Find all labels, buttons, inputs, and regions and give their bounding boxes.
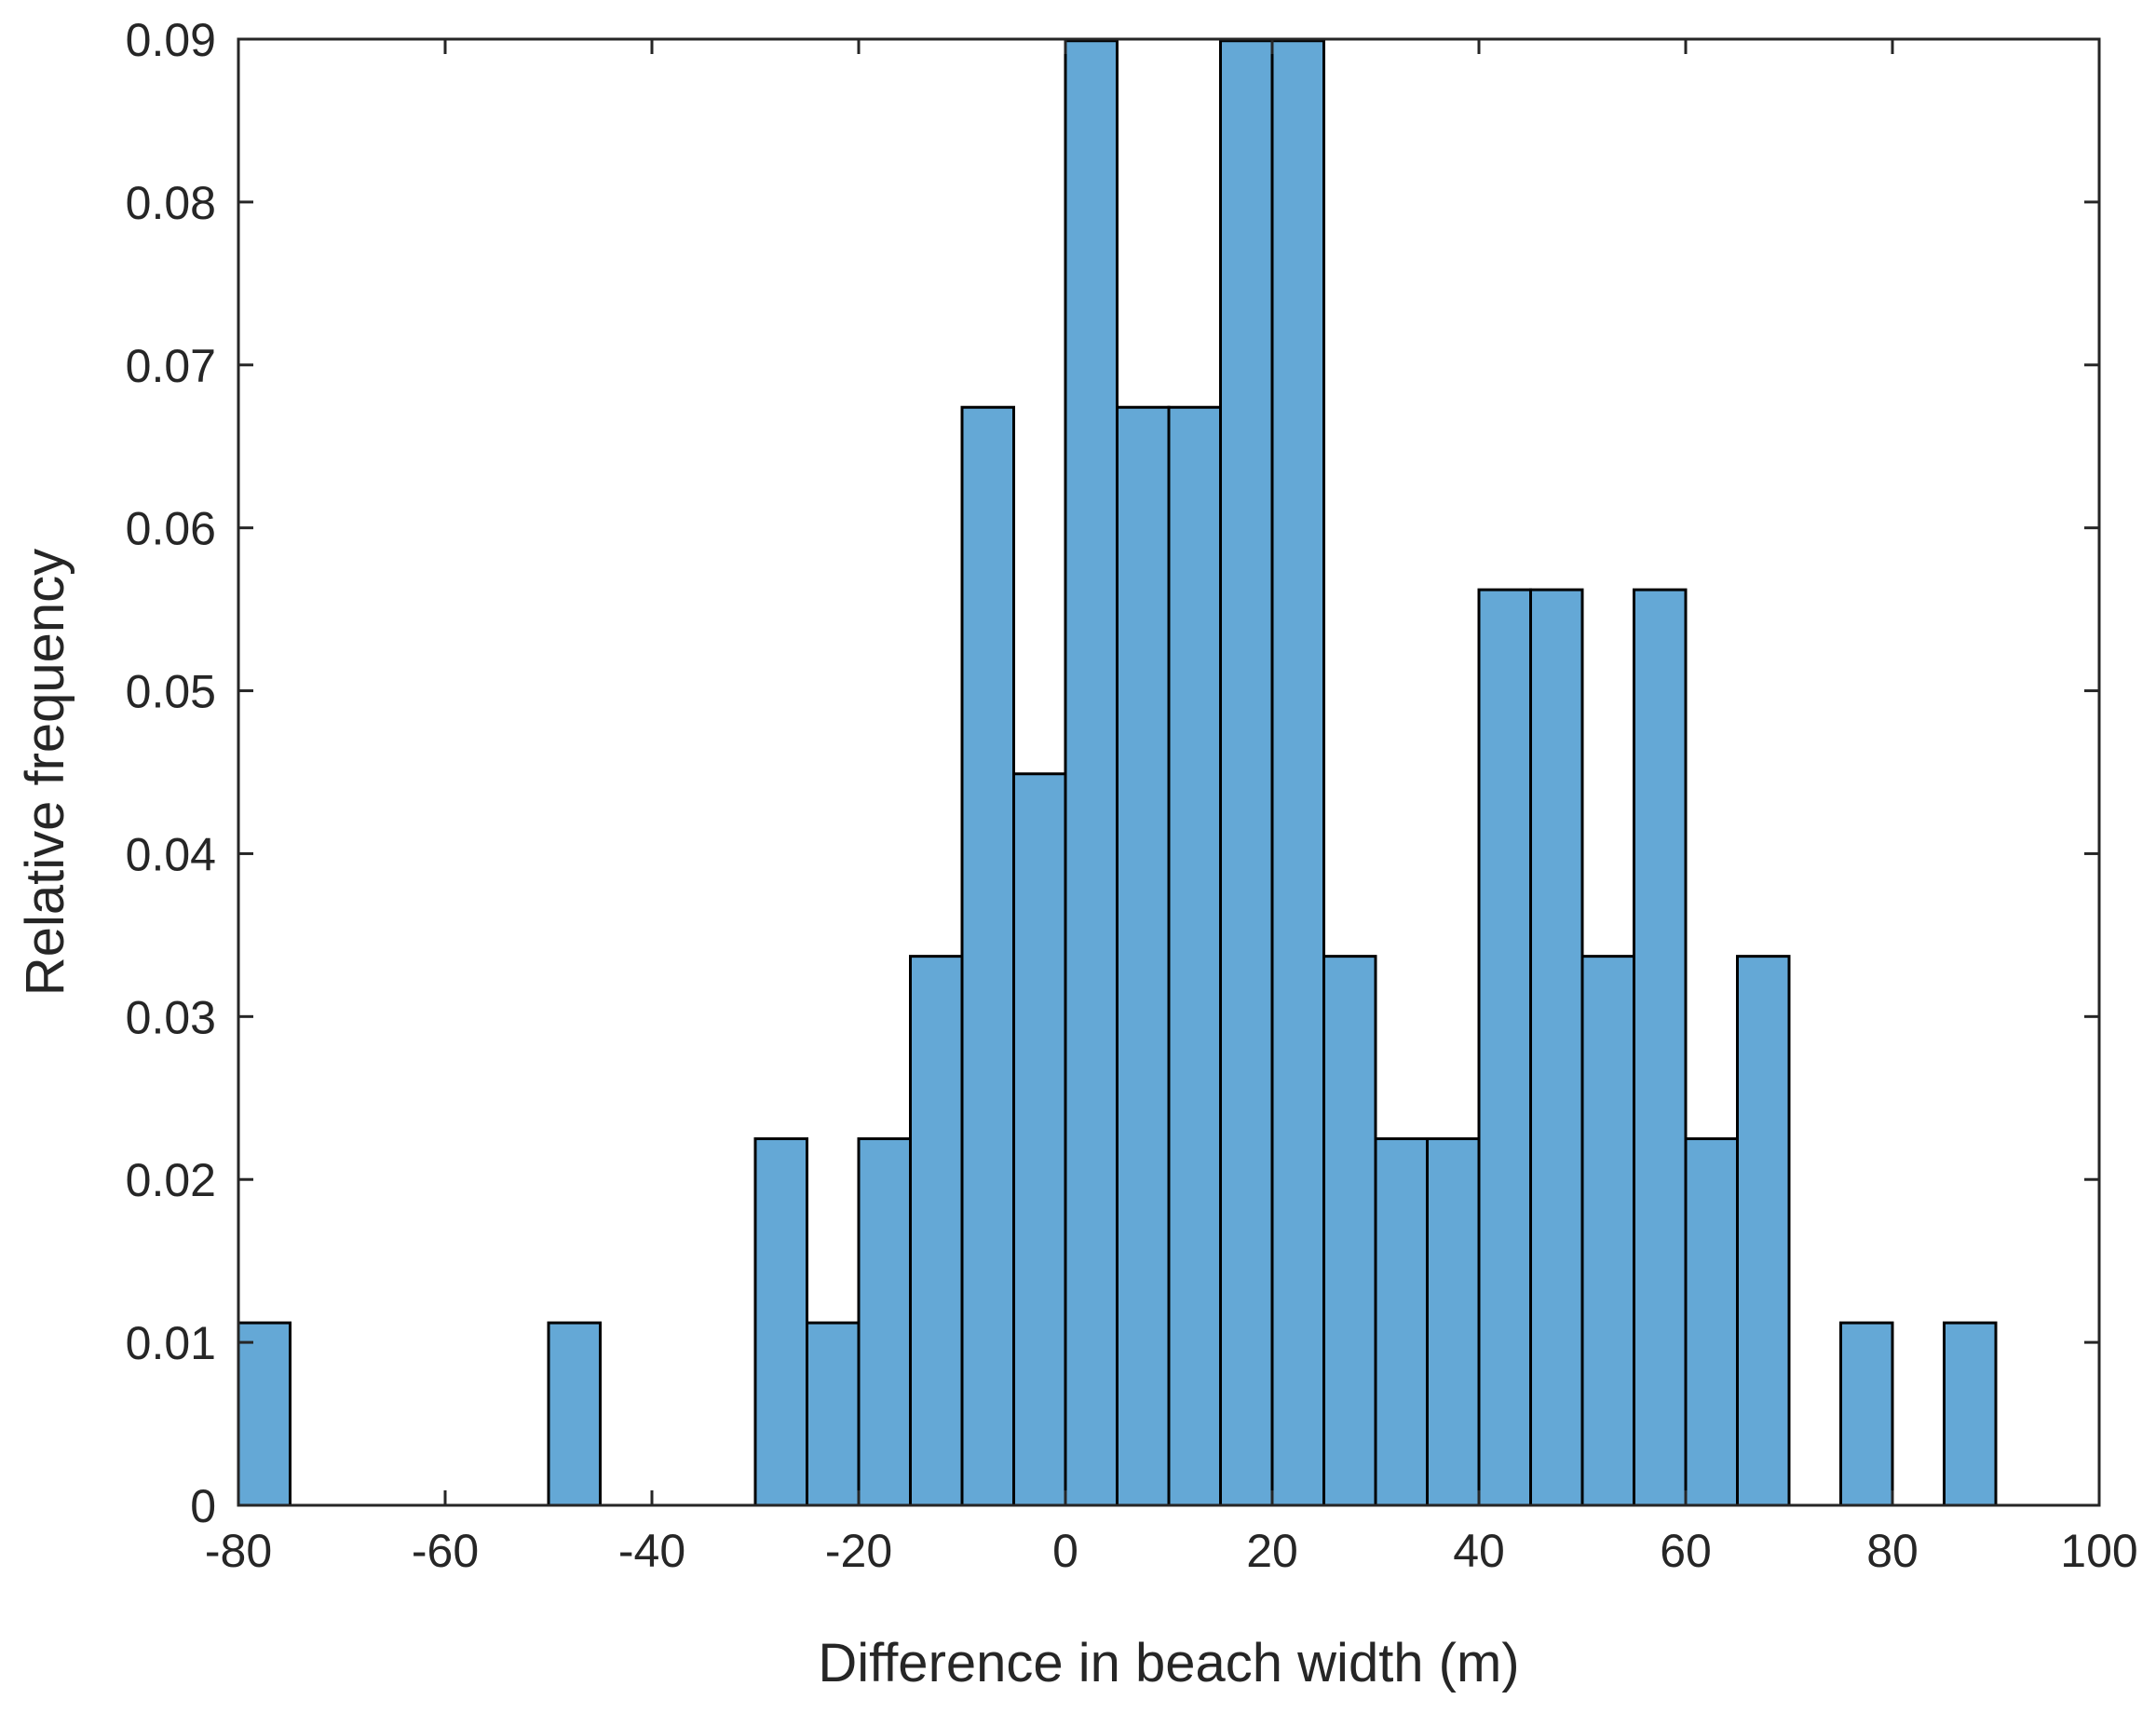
histogram-bar-21 [1736, 955, 1791, 1507]
histogram-bar-15 [1426, 1137, 1481, 1507]
y-tick-label-8: 0.08 [126, 177, 216, 229]
y-tick-label-3: 0.03 [126, 991, 216, 1043]
y-tick-label-9: 0.09 [126, 14, 216, 66]
histogram-bar-5 [909, 955, 964, 1507]
tick-labels-layer: -80 -60 -40 -20 0 20 40 60 80 100 0 0.01 0.02 0.03 0.0… [126, 14, 2138, 1577]
x-tick-label-4: 0 [1052, 1525, 1078, 1577]
y-tick-label-6: 0.06 [126, 503, 216, 555]
histogram-bar-23 [1943, 1321, 1998, 1507]
x-tick-label-3: -20 [825, 1525, 892, 1577]
x-tick-label-0: -80 [205, 1525, 272, 1577]
y-tick-label-4: 0.04 [126, 828, 216, 880]
histogram-bar-4 [857, 1137, 912, 1507]
histogram-bar-18 [1580, 955, 1635, 1507]
ticks-layer [237, 37, 2101, 1507]
x-tick-label-6: 40 [1453, 1525, 1505, 1577]
x-tick-label-7: 60 [1660, 1525, 1712, 1577]
x-tick-label-8: 80 [1866, 1525, 1919, 1577]
histogram-bar-11 [1219, 39, 1274, 1507]
histogram-bar-17 [1529, 588, 1584, 1507]
x-axis-label: Difference in beach width (m) [818, 1633, 1519, 1693]
bars-layer [237, 39, 1998, 1507]
histogram-bar-13 [1322, 955, 1377, 1507]
histogram-bar-16 [1477, 588, 1532, 1507]
x-tick-label-5: 20 [1246, 1525, 1298, 1577]
histogram-bar-7 [1012, 772, 1067, 1507]
y-tick-label-1: 0.01 [126, 1317, 216, 1369]
x-tick-label-9: 100 [2060, 1525, 2137, 1577]
y-tick-label-2: 0.02 [126, 1154, 216, 1206]
y-tick-label-5: 0.05 [126, 666, 216, 718]
histogram-bar-22 [1839, 1321, 1894, 1507]
x-tick-label-1: -60 [412, 1525, 479, 1577]
y-tick-label-7: 0.07 [126, 340, 216, 392]
y-tick-label-0: 0 [190, 1480, 216, 1532]
histogram-bar-8 [1064, 39, 1119, 1507]
plot-frame [237, 37, 2101, 1507]
histogram-bar-9 [1116, 405, 1171, 1507]
histogram-bar-0 [237, 1321, 292, 1507]
histogram-bar-10 [1167, 405, 1222, 1507]
histogram-bar-6 [960, 405, 1015, 1507]
y-axis-label: Relative frequency [15, 549, 75, 996]
histogram-bar-1 [547, 1321, 602, 1507]
x-tick-label-2: -40 [618, 1525, 685, 1577]
histogram-bar-20 [1684, 1137, 1739, 1507]
histogram-bar-19 [1633, 588, 1688, 1507]
histogram-bar-3 [806, 1321, 861, 1507]
histogram-bar-2 [753, 1137, 808, 1507]
histogram-bar-14 [1374, 1137, 1429, 1507]
histogram-bar-12 [1270, 39, 1325, 1507]
